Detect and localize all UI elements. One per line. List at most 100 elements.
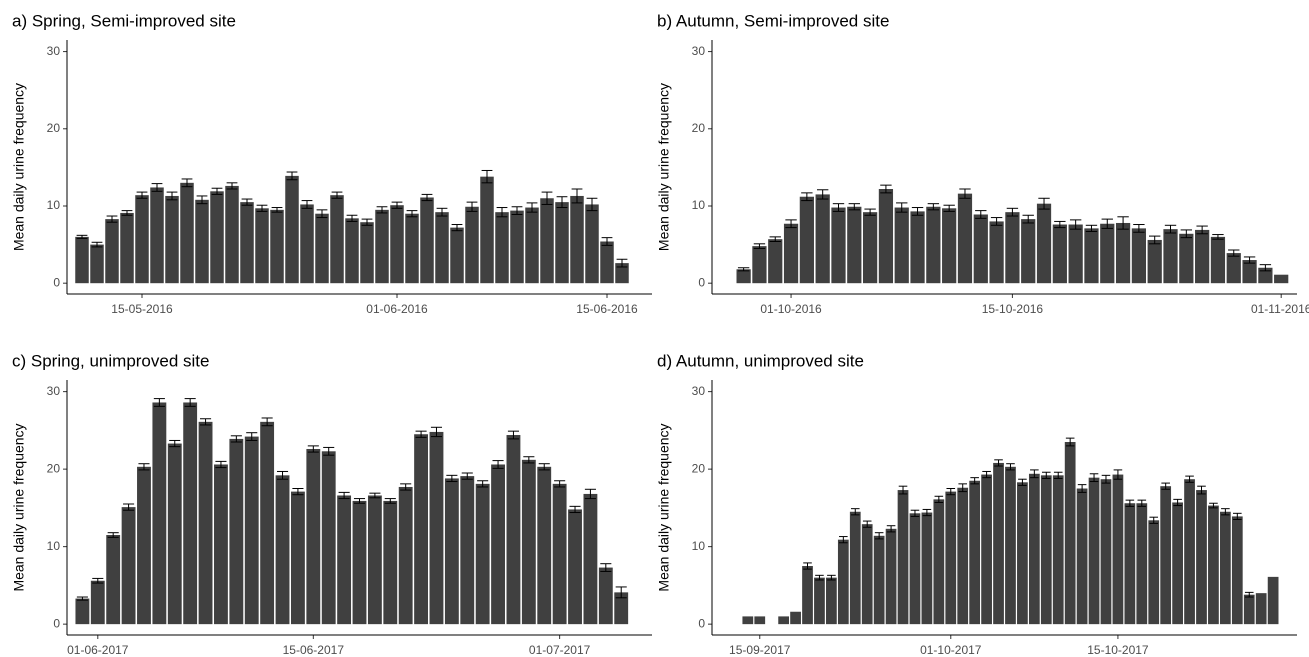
bar (1258, 267, 1273, 284)
error-bar (911, 207, 924, 216)
error-bar (922, 508, 932, 517)
bar (306, 448, 321, 625)
bar (1068, 224, 1083, 284)
error-bar (556, 196, 568, 209)
error-bar (571, 188, 583, 204)
bar (290, 491, 305, 625)
error-bar (481, 169, 493, 184)
bar (552, 483, 567, 625)
y-tick-label: 10 (47, 539, 61, 553)
error-bar (461, 472, 473, 480)
error-bar (959, 188, 971, 199)
error-bar (91, 241, 103, 248)
error-bar (554, 480, 566, 488)
error-bar (301, 200, 313, 209)
bar (90, 244, 104, 284)
bar (1076, 488, 1088, 625)
error-bar (526, 202, 538, 213)
error-bar (523, 456, 535, 464)
y-tick-label: 10 (692, 198, 706, 212)
error-bar (880, 184, 892, 194)
x-tick-label: 15-09-2017 (729, 643, 791, 657)
error-bar (507, 430, 519, 440)
bar (465, 206, 479, 284)
error-bar (215, 460, 227, 469)
y-tick-label: 0 (698, 275, 705, 289)
error-bar (511, 206, 523, 215)
error-bar (586, 197, 598, 212)
bar (480, 176, 494, 284)
bar (555, 202, 569, 284)
bar (420, 197, 434, 284)
error-bar (1173, 498, 1182, 507)
bar (1196, 490, 1207, 625)
bar (1084, 228, 1099, 284)
error-bar (827, 574, 836, 581)
error-bar (153, 398, 165, 407)
error-bar (361, 218, 373, 226)
bar (1226, 253, 1241, 284)
error-bar (862, 520, 872, 528)
bar (367, 495, 382, 625)
error-bar (421, 193, 433, 202)
error-bar (848, 203, 860, 211)
x-tick-label: 01-07-2017 (529, 643, 591, 657)
error-bar (815, 574, 824, 581)
y-tick-label: 0 (698, 616, 705, 630)
bar (1131, 228, 1147, 284)
bar (1040, 475, 1052, 625)
error-bar (927, 203, 940, 211)
x-tick-label: 01-10-2017 (920, 643, 982, 657)
bar (540, 198, 554, 284)
error-bar (1077, 484, 1087, 493)
bar (615, 263, 629, 284)
bar (1148, 520, 1160, 625)
error-bar (292, 488, 304, 496)
bar (957, 487, 969, 625)
error-bar (1164, 224, 1177, 234)
error-bar (1244, 591, 1254, 598)
error-bar (1161, 482, 1170, 490)
panel: c) Spring, unimproved site Mean daily uri… (11, 351, 652, 657)
y-tick-label: 20 (692, 461, 706, 475)
error-bar (123, 503, 135, 511)
x-tick-label: 15-06-2016 (576, 302, 638, 316)
error-bar (584, 488, 596, 500)
error-bar (400, 483, 412, 491)
bar (1184, 479, 1195, 625)
bar (849, 511, 861, 625)
bar (814, 577, 825, 625)
bar (981, 474, 992, 625)
error-bar (615, 586, 627, 599)
bar (993, 462, 1004, 625)
bar (1255, 593, 1267, 625)
bar (360, 222, 374, 284)
error-bar (477, 480, 489, 488)
bar (969, 480, 981, 625)
bar (75, 598, 90, 625)
error-bar (1221, 508, 1230, 516)
error-bar (136, 191, 148, 199)
error-bar (737, 267, 750, 272)
bar (570, 195, 584, 284)
error-bar (1006, 463, 1015, 471)
error-bar (803, 562, 812, 570)
bar (614, 592, 629, 625)
bar (337, 495, 352, 625)
error-bar (785, 219, 797, 229)
bar (1017, 482, 1028, 625)
bar (135, 195, 149, 284)
error-bar (1085, 224, 1098, 232)
error-bar (1054, 220, 1066, 229)
bar (1163, 229, 1178, 284)
x-tick-label: 15-10-2017 (1087, 643, 1149, 657)
error-bar (769, 236, 781, 243)
bar (1274, 274, 1289, 284)
error-bar (1197, 485, 1206, 495)
bar (973, 214, 988, 284)
y-tick-label: 10 (47, 198, 61, 212)
error-bar (184, 398, 196, 407)
error-bar (1006, 207, 1019, 217)
bar (198, 421, 213, 625)
error-bar (600, 563, 612, 572)
